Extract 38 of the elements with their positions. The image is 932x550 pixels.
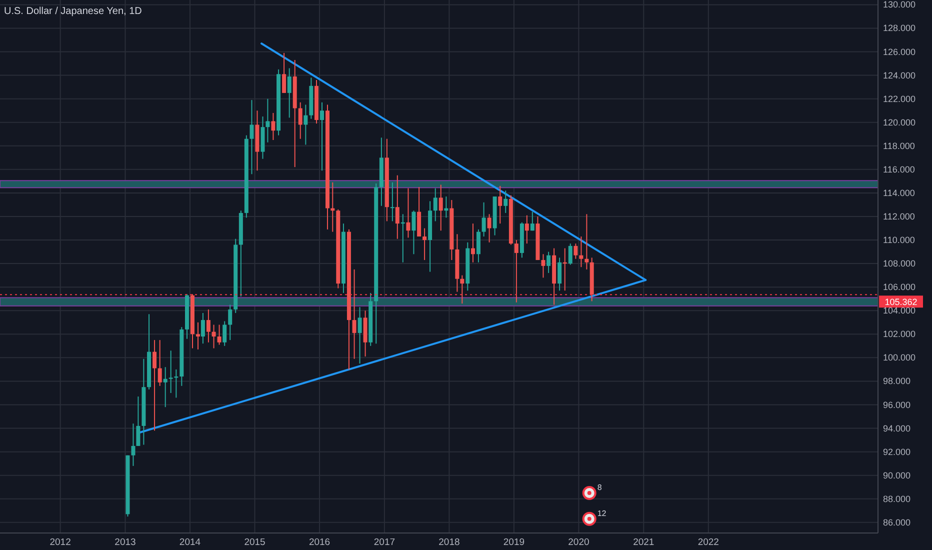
x-tick-label: 2018 bbox=[438, 537, 460, 548]
x-tick-label: 2021 bbox=[633, 537, 654, 548]
y-tick-label: 122.000 bbox=[883, 94, 916, 104]
ref-line-label: 105.362 bbox=[884, 297, 918, 308]
y-tick-label: 118.000 bbox=[883, 140, 915, 151]
x-tick-label: 2017 bbox=[374, 537, 396, 548]
y-tick-label: 128.000 bbox=[883, 23, 916, 34]
y-tick-label: 116.000 bbox=[883, 164, 915, 174]
x-tick-label: 2014 bbox=[179, 537, 201, 548]
annotation: 8 bbox=[597, 482, 602, 492]
y-tick-label: 92.000 bbox=[883, 446, 911, 457]
text: U.S. Dollar / Japanese Yen, 1D bbox=[4, 6, 142, 17]
x-tick-label: 2022 bbox=[698, 537, 719, 548]
y-tick-label: 110.000 bbox=[883, 235, 915, 246]
y-tick-label: 104.000 bbox=[883, 306, 916, 316]
y-tick-label: 106.000 bbox=[883, 282, 916, 292]
y-tick-label: 96.000 bbox=[883, 400, 911, 410]
y-tick-label: 94.000 bbox=[883, 423, 911, 434]
x-tick-label: 2016 bbox=[308, 537, 330, 548]
y-tick-label: 100.000 bbox=[883, 352, 916, 363]
annotation: 12 bbox=[597, 508, 607, 518]
x-tick-label: 2012 bbox=[50, 537, 71, 548]
y-tick-label: 88.000 bbox=[883, 494, 911, 504]
y-tick-label: 120.000 bbox=[883, 117, 916, 128]
y-tick-label: 98.000 bbox=[883, 376, 911, 386]
y-tick-label: 102.000 bbox=[883, 329, 916, 340]
x-tick-label: 2013 bbox=[114, 537, 136, 548]
y-tick-label: 124.000 bbox=[883, 70, 916, 80]
y-tick-label: 114.000 bbox=[883, 188, 915, 198]
y-tick-label: 108.000 bbox=[883, 258, 916, 269]
x-tick-label: 2019 bbox=[503, 537, 525, 548]
x-tick-label: 2015 bbox=[244, 537, 266, 548]
y-tick-label: 90.000 bbox=[883, 470, 911, 480]
y-tick-label: 112.000 bbox=[883, 211, 915, 222]
y-tick-label: 130.000 bbox=[883, 0, 916, 10]
y-tick-label: 126.000 bbox=[883, 46, 916, 57]
x-tick-label: 2020 bbox=[568, 537, 590, 548]
y-tick-label: 86.000 bbox=[883, 517, 911, 528]
